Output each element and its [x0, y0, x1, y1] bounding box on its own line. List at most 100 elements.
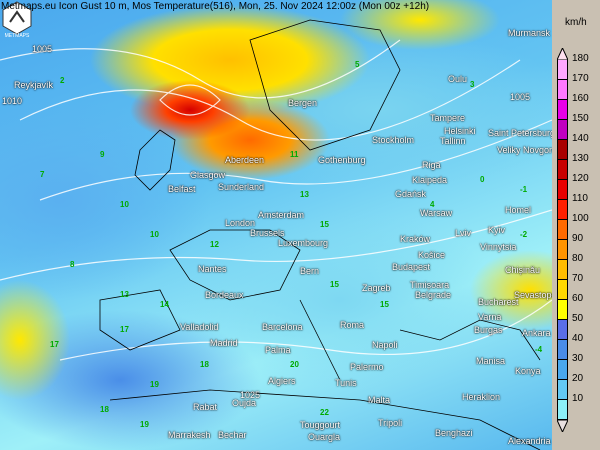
weather-map[interactable]: Reykjavík Murmansk Oulu Bergen Tampere H…	[0, 0, 552, 450]
city-label: Homel	[505, 205, 532, 215]
scale-segment	[557, 260, 568, 280]
scale-tick-label: 70	[572, 273, 584, 284]
city-label: Ankara	[522, 328, 551, 338]
temperature-value: 8	[70, 260, 75, 269]
svg-text:METMAPS: METMAPS	[5, 33, 30, 38]
city-label: Tampere	[430, 113, 466, 123]
city-label: Varna	[478, 312, 502, 322]
scale-tick-label: 110	[572, 193, 588, 204]
city-label: Heraklion	[462, 392, 501, 402]
city-label: Bechar	[218, 430, 247, 440]
scale-segment	[557, 180, 568, 200]
city-label: Belgrade	[415, 290, 452, 300]
city-label: Vinnytsia	[480, 242, 517, 252]
scale-tick-label: 180	[572, 53, 589, 64]
metmaps-logo: METMAPS	[2, 1, 32, 38]
city-label: Algiers	[268, 376, 296, 386]
city-label: Bordeaux	[205, 290, 244, 300]
city-label: Brussels	[250, 228, 285, 238]
city-label: Kyiv	[488, 225, 506, 235]
scale-segment	[557, 100, 568, 120]
isobar-layer	[0, 19, 552, 450]
temperature-value: 10	[150, 230, 159, 239]
temperature-value: -1	[520, 185, 528, 194]
scale-tick-label: 20	[572, 373, 584, 384]
city-label: Bergen	[288, 98, 318, 108]
city-label: Madrid	[210, 338, 238, 348]
isobar-label: 1005	[510, 92, 531, 102]
temperature-value: 2	[60, 76, 65, 85]
city-label: Marrakesh	[168, 430, 211, 440]
temperature-value: 5	[355, 60, 360, 69]
isobar-label: 1005	[32, 44, 53, 54]
scale-segment	[557, 140, 568, 160]
city-label: Manisa	[476, 356, 506, 366]
city-label: Veliky Novgorod	[497, 145, 552, 155]
scale-tick-label: 60	[572, 293, 584, 304]
city-label: Kraków	[400, 234, 431, 244]
temperature-value: 3	[470, 80, 475, 89]
temperature-value: 15	[330, 280, 339, 289]
city-label: Reykjavík	[14, 80, 54, 90]
city-label: Roma	[340, 320, 365, 330]
temperature-value: 13	[300, 190, 309, 199]
city-label: Helsinki	[444, 126, 476, 136]
city-label: Belfast	[168, 184, 196, 194]
city-label: Riga	[422, 160, 441, 170]
city-label: Palermo	[350, 362, 384, 372]
scale-tick-label: 80	[572, 253, 584, 264]
city-label: Barcelona	[262, 322, 303, 332]
city-label: Timișoara	[410, 280, 450, 290]
scale-top-arrow	[557, 48, 568, 60]
city-label: Bern	[300, 266, 320, 276]
scale-segment	[557, 300, 568, 320]
temperature-value: -2	[520, 230, 528, 239]
city-label: Sunderland	[218, 182, 265, 192]
city-label: Murmansk	[508, 28, 551, 38]
scale-bottom-arrow	[557, 420, 568, 432]
scale-tick-label: 10	[572, 393, 584, 404]
city-label: Touggourt	[300, 420, 341, 430]
city-label: Gothenburg	[318, 155, 366, 165]
color-scale	[557, 48, 568, 432]
scale-segment	[557, 340, 568, 360]
city-label: Benghazi	[435, 428, 473, 438]
temperature-value: 9	[100, 150, 105, 159]
city-label: Zagreb	[362, 283, 391, 293]
scale-segment	[557, 400, 568, 420]
temperature-value: 18	[200, 360, 209, 369]
scale-tick-label: 100	[572, 213, 589, 224]
city-label: Warsaw	[420, 208, 453, 218]
scale-tick-label: 150	[572, 113, 589, 124]
city-label: Tallinn	[440, 136, 466, 146]
city-label: Bucharest	[478, 297, 519, 307]
scale-segment	[557, 320, 568, 340]
temperature-value: 11	[290, 150, 299, 159]
city-label: Gdańsk	[395, 189, 427, 199]
city-label: Burgas	[474, 325, 503, 335]
temperature-value: 4	[430, 200, 435, 209]
temperature-value: 15	[380, 300, 389, 309]
city-label: Valladolid	[180, 322, 219, 332]
temperature-value: 19	[150, 380, 159, 389]
city-label: Aberdeen	[225, 155, 265, 165]
city-label: Oujda	[232, 398, 257, 408]
city-label: Klaipeda	[412, 175, 448, 185]
city-label: Palma	[265, 345, 291, 355]
scale-segment	[557, 220, 568, 240]
temperature-value: 13	[120, 290, 129, 299]
scale-segment	[557, 380, 568, 400]
scale-segment	[557, 120, 568, 140]
city-label: Oulu	[448, 74, 468, 84]
city-label: Ouargla	[308, 432, 341, 442]
scale-segment	[557, 240, 568, 260]
city-label: Napoli	[372, 340, 398, 350]
map-title: Metmaps.eu Icon Gust 10 m, Mos Temperatu…	[1, 1, 430, 12]
temperature-value: 15	[320, 220, 329, 229]
scale-tick-label: 90	[572, 233, 584, 244]
scale-tick-label: 50	[572, 313, 584, 324]
legend-unit: km/h	[565, 17, 587, 28]
temperature-value: 14	[160, 300, 169, 309]
city-label: Glasgow	[190, 170, 226, 180]
scale-segment	[557, 80, 568, 100]
